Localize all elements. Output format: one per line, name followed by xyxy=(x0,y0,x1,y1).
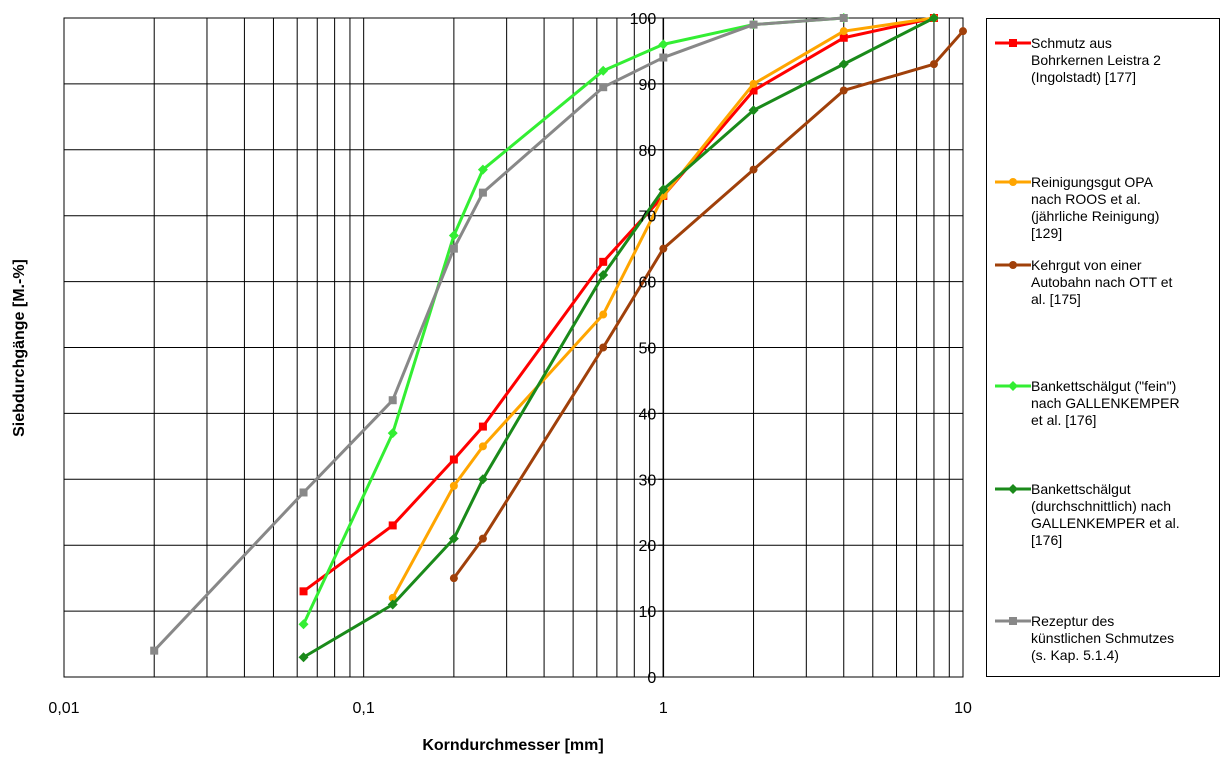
x-tick-label: 10 xyxy=(954,700,972,717)
data-point xyxy=(449,481,458,490)
data-point xyxy=(448,230,459,241)
data-point xyxy=(1009,39,1017,47)
data-series xyxy=(150,13,967,663)
plot-border xyxy=(63,17,964,678)
data-point xyxy=(959,27,967,36)
data-point xyxy=(1009,617,1017,625)
series-line xyxy=(391,16,935,599)
data-point xyxy=(388,593,397,602)
data-point xyxy=(478,442,487,451)
legend-label: Rezeptur des künstlichen Schmutzes (s. K… xyxy=(1031,613,1175,663)
y-tick-label: 50 xyxy=(639,341,657,358)
data-point xyxy=(1008,484,1018,494)
y-tick-label: 100 xyxy=(630,11,657,28)
axes xyxy=(63,17,964,678)
data-point xyxy=(478,422,487,431)
legend: Schmutz aus Bohrkernen Leistra 2 (Ingols… xyxy=(986,18,1220,677)
data-point xyxy=(658,184,669,195)
series-line xyxy=(302,16,935,659)
data-point xyxy=(448,533,459,544)
data-point xyxy=(839,27,848,36)
y-tick-label: 20 xyxy=(639,538,657,555)
data-point xyxy=(478,534,487,543)
data-point xyxy=(1009,178,1017,186)
series-5 xyxy=(298,13,939,663)
legend-swatch xyxy=(995,617,1031,625)
data-point xyxy=(749,86,758,95)
x-tick-label: 0,01 xyxy=(48,700,79,717)
series-line xyxy=(452,30,965,580)
data-point xyxy=(599,310,608,319)
data-point xyxy=(748,105,759,116)
legend-swatch xyxy=(995,484,1031,494)
data-point xyxy=(299,587,308,596)
data-point xyxy=(388,521,397,530)
series-6 xyxy=(150,14,848,655)
data-point xyxy=(388,396,397,405)
legend-label: Bankettschälgut ("fein") nach GALLENKEMP… xyxy=(1031,378,1180,428)
data-point xyxy=(449,574,458,583)
y-tick-label: 80 xyxy=(639,143,657,160)
data-point xyxy=(749,20,758,29)
legend-label: Bankettschälgut (durchschnittlich) nach … xyxy=(1031,481,1180,548)
data-point xyxy=(478,188,487,197)
series-line xyxy=(153,16,844,652)
y-tick-label: 90 xyxy=(639,77,657,94)
data-point xyxy=(929,60,938,69)
tick-labels: 0 10 20 30 40 50 60 70 80 90 100 0,01 0,1 1 10 xyxy=(48,11,972,717)
data-point xyxy=(598,65,609,76)
legend-label: Reinigungsgut OPA nach ROOS et al. (jähr… xyxy=(1031,174,1160,241)
data-point xyxy=(477,474,488,485)
data-point xyxy=(1008,381,1018,391)
x-tick-label: 1 xyxy=(659,700,668,717)
data-point xyxy=(599,257,608,266)
data-point xyxy=(599,83,608,92)
data-point xyxy=(387,599,398,610)
legend-swatch xyxy=(995,39,1031,47)
series-line xyxy=(302,16,935,593)
data-point xyxy=(449,455,458,464)
data-point xyxy=(298,652,309,663)
y-tick-label: 70 xyxy=(639,209,657,226)
data-point xyxy=(150,646,159,655)
y-tick-label: 10 xyxy=(639,604,657,621)
data-point xyxy=(839,86,848,95)
data-point xyxy=(839,14,848,22)
data-point xyxy=(598,270,609,281)
data-point xyxy=(298,619,309,630)
data-point xyxy=(658,39,669,50)
data-point xyxy=(659,53,668,62)
data-point xyxy=(387,428,398,439)
x-tick-label: 0,1 xyxy=(353,700,375,717)
data-point xyxy=(928,13,939,23)
legend-swatch xyxy=(995,261,1031,269)
data-point xyxy=(477,164,488,175)
data-point xyxy=(749,79,758,88)
data-point xyxy=(299,488,308,497)
y-tick-label: 60 xyxy=(639,275,657,292)
data-point xyxy=(839,33,848,42)
data-point xyxy=(449,244,458,253)
legend-label: Kehrgut von einer Autobahn nach OTT et a… xyxy=(1031,257,1173,307)
data-point xyxy=(1009,261,1017,269)
series-3 xyxy=(449,27,967,583)
data-point xyxy=(659,244,668,253)
y-axis-title: Siebdurchgänge [M.-%] xyxy=(11,259,28,437)
data-point xyxy=(838,59,849,70)
legend-label: Schmutz aus Bohrkernen Leistra 2 (Ingols… xyxy=(1031,35,1161,85)
x-axis-title: Korndurchmesser [mm] xyxy=(422,737,603,754)
y-tick-label: 0 xyxy=(647,670,656,687)
y-tick-label: 40 xyxy=(639,406,657,423)
data-point xyxy=(599,343,608,352)
legend-swatch xyxy=(995,381,1031,391)
y-tick-label: 30 xyxy=(639,472,657,489)
legend-swatch xyxy=(995,178,1031,186)
series-line xyxy=(302,16,844,625)
series-1 xyxy=(299,14,938,596)
data-point xyxy=(749,165,758,174)
grid-lines xyxy=(63,17,963,678)
